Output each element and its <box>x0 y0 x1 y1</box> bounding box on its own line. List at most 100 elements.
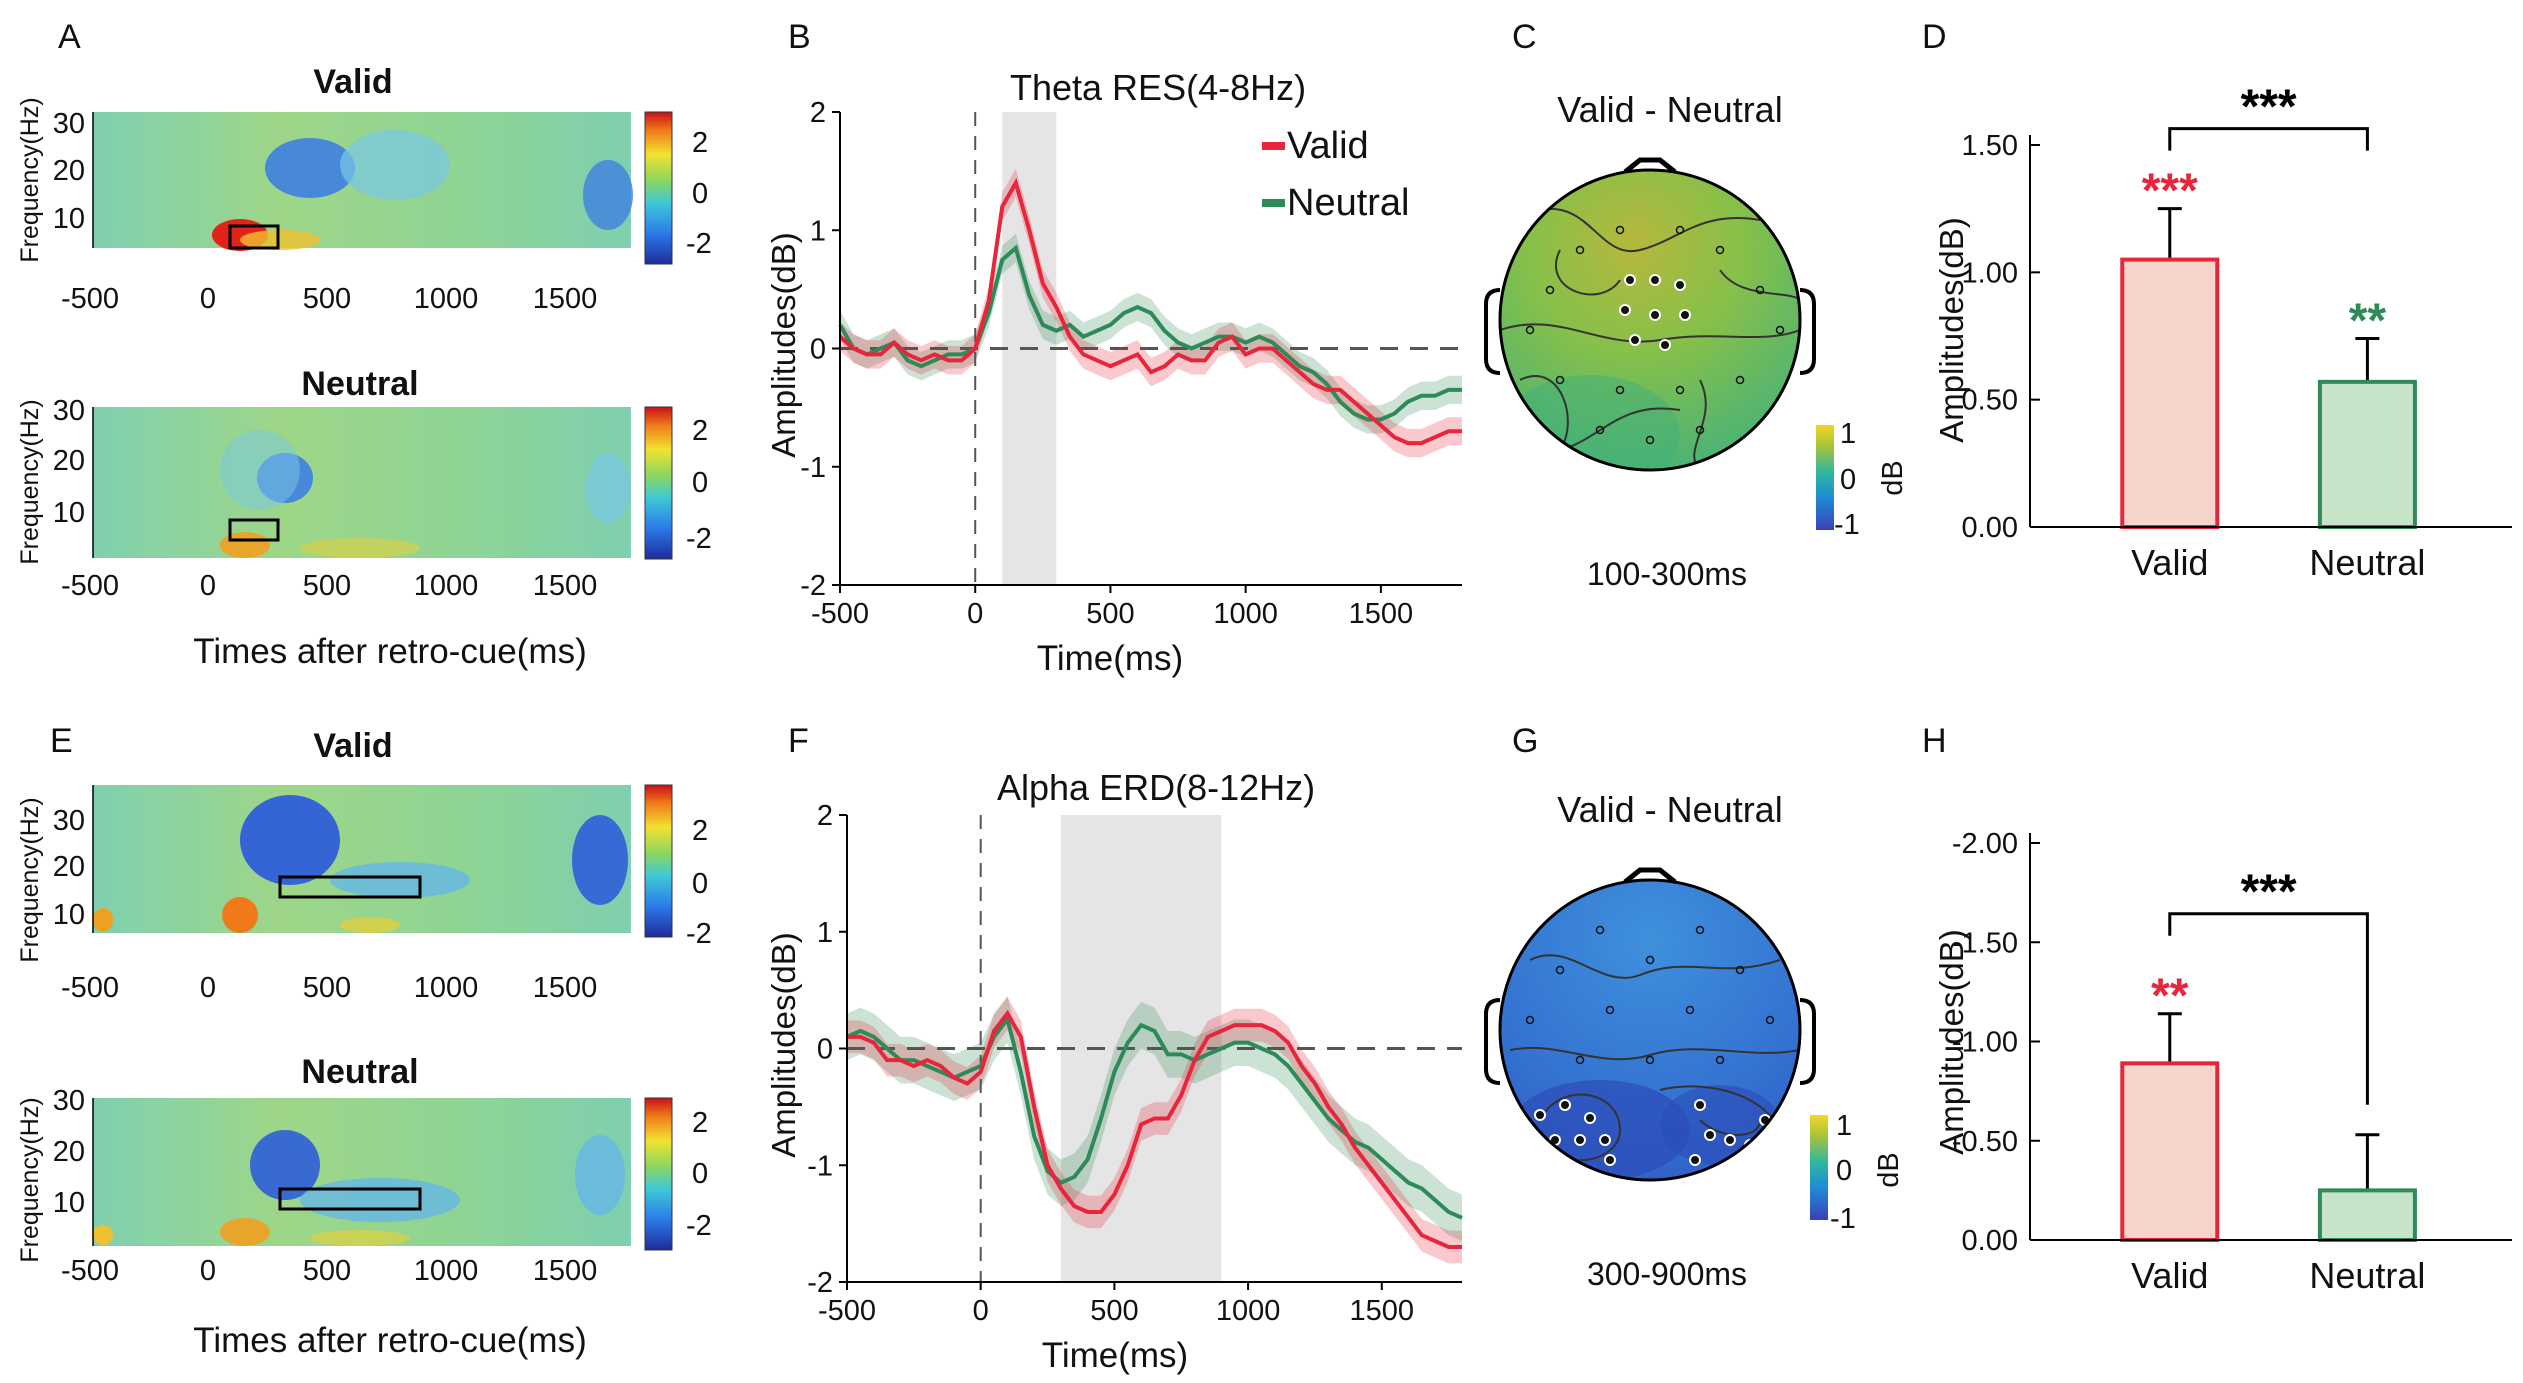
b-ytick-label: 2 <box>810 97 826 129</box>
e-bottom-xtick: 0 <box>200 1255 216 1287</box>
e-bottom-title: Neutral <box>301 1053 418 1091</box>
f-xtick-label: 0 <box>973 1295 989 1327</box>
d-neutral-category: Neutral <box>2309 542 2425 583</box>
e-cbar-tick: -2 <box>686 918 712 950</box>
g-window: 300-900ms <box>1587 1256 1747 1292</box>
g-topomap <box>1484 867 1816 1182</box>
b-ytick-label: -1 <box>800 452 826 484</box>
h-valid-significance: ** <box>2151 970 2189 1023</box>
c-title: Valid - Neutral <box>1557 89 1782 130</box>
c-window: 100-300ms <box>1587 556 1747 592</box>
a-top-xtick: 500 <box>303 283 351 315</box>
c-colorbar <box>1816 425 1834 530</box>
d-neutral-bar <box>2317 379 2417 529</box>
e-xlabel: Times after retro-cue(ms) <box>193 1321 586 1360</box>
g-cbar-tick: -1 <box>1830 1203 1856 1235</box>
f-xtick-label: -500 <box>818 1295 876 1327</box>
d-ytick-label: 1.50 <box>1962 130 2018 162</box>
a-bottom-xtick: 1500 <box>533 570 598 602</box>
panel-letter-b: B <box>788 18 811 56</box>
a-bottom-title: Neutral <box>301 365 418 403</box>
b-xtick-label: 1500 <box>1349 598 1414 630</box>
e-cbar-tick: 0 <box>692 1158 708 1190</box>
d-neutral-significance: ** <box>2349 295 2387 348</box>
panel-letter-a: A <box>58 18 81 56</box>
panel-letter-d: D <box>1922 18 1947 56</box>
a-bottom-ytick: 10 <box>53 497 85 529</box>
f-title: Alpha ERD(8-12Hz) <box>997 767 1315 808</box>
h-ytick-label: -2.00 <box>1952 828 2018 860</box>
b-xtick-label: 0 <box>967 598 983 630</box>
d-ylabel: Amplitudes(dB) <box>1933 217 1970 443</box>
f-ytick-label: -1 <box>807 1150 833 1182</box>
a-cbar-tick: 0 <box>692 178 708 210</box>
e-top-colorbar <box>644 784 673 938</box>
e-top-tf-map <box>93 785 631 933</box>
e-bottom-xtick: 1500 <box>533 1255 598 1287</box>
a-cbar-tick: -2 <box>686 523 712 555</box>
e-bottom-xtick: -500 <box>61 1255 119 1287</box>
g-cbar-tick: 0 <box>1836 1155 1852 1187</box>
f-ytick-label: 1 <box>817 917 833 949</box>
e-top-xtick: -500 <box>61 972 119 1004</box>
g-cbar-unit: dB <box>1873 1152 1905 1187</box>
a-top-tf-map <box>93 112 633 251</box>
b-line-chart: -2 -1 0 1 2 -500 0 500 1000 1500 <box>800 97 1462 630</box>
a-top-title: Valid <box>313 63 392 101</box>
f-xtick-label: 1000 <box>1216 1295 1281 1327</box>
e-top-title: Valid <box>313 727 392 765</box>
a-bottom-xtick: -500 <box>61 570 119 602</box>
f-xtick-label: 500 <box>1090 1295 1138 1327</box>
g-cbar-tick: 1 <box>1836 1110 1852 1142</box>
f-ylabel: Amplitudes(dB) <box>765 932 802 1158</box>
a-top-xtick: 1500 <box>533 283 598 315</box>
a-top-ytick: 30 <box>53 108 85 140</box>
e-top-xtick: 0 <box>200 972 216 1004</box>
b-neutral-line <box>838 244 1462 422</box>
a-top-ylabel: Frequency(Hz) <box>16 97 44 262</box>
d-ytick-label: 0.50 <box>1962 385 2018 417</box>
e-top-xtick: 500 <box>303 972 351 1004</box>
a-top-colorbar <box>644 111 673 265</box>
f-ytick-label: 0 <box>817 1034 833 1066</box>
a-cbar-tick: 0 <box>692 467 708 499</box>
a-bottom-xtick: 1000 <box>414 570 479 602</box>
g-colorbar <box>1810 1115 1828 1220</box>
b-ytick-label: 0 <box>810 334 826 366</box>
e-bottom-xtick: 1000 <box>414 1255 479 1287</box>
panel-letter-h: H <box>1922 722 1947 760</box>
e-bottom-xtick: 500 <box>303 1255 351 1287</box>
e-bottom-tf-map <box>93 1098 631 1246</box>
b-ylabel: Amplitudes(dB) <box>765 232 802 458</box>
d-comparison-bracket <box>2168 127 2369 151</box>
e-bottom-ytick: 20 <box>53 1136 85 1168</box>
g-title: Valid - Neutral <box>1557 789 1782 830</box>
b-ytick-label: 1 <box>810 215 826 247</box>
e-bottom-colorbar <box>644 1097 673 1251</box>
c-topomap <box>1484 157 1816 472</box>
d-valid-bar <box>2120 257 2220 529</box>
h-neutral-category: Neutral <box>2309 1255 2425 1296</box>
b-ytick-label: -2 <box>800 570 826 602</box>
legend: Valid Neutral <box>1262 125 1410 224</box>
f-valid-error-band <box>847 997 1462 1264</box>
d-comparison-significance: *** <box>2241 81 2297 134</box>
b-xtick-label: -500 <box>811 598 869 630</box>
a-top-ytick: 20 <box>53 155 85 187</box>
h-ytick-label: 0.00 <box>1962 1225 2018 1257</box>
e-bottom-ylabel: Frequency(Hz) <box>16 1097 44 1262</box>
d-ytick-label: 1.00 <box>1962 257 2018 289</box>
panel-letter-e: E <box>50 722 73 760</box>
d-valid-significance: *** <box>2142 165 2198 218</box>
c-cbar-tick: -1 <box>1834 509 1860 541</box>
a-bottom-tf-map <box>93 407 631 558</box>
h-valid-bar <box>2120 1061 2220 1242</box>
e-top-ytick: 10 <box>53 899 85 931</box>
e-bottom-ytick: 30 <box>53 1085 85 1117</box>
b-title: Theta RES(4-8Hz) <box>1010 67 1306 108</box>
panel-letter-c: C <box>1512 18 1537 56</box>
a-top-ytick: 10 <box>53 203 85 235</box>
e-cbar-tick: 2 <box>692 1107 708 1139</box>
